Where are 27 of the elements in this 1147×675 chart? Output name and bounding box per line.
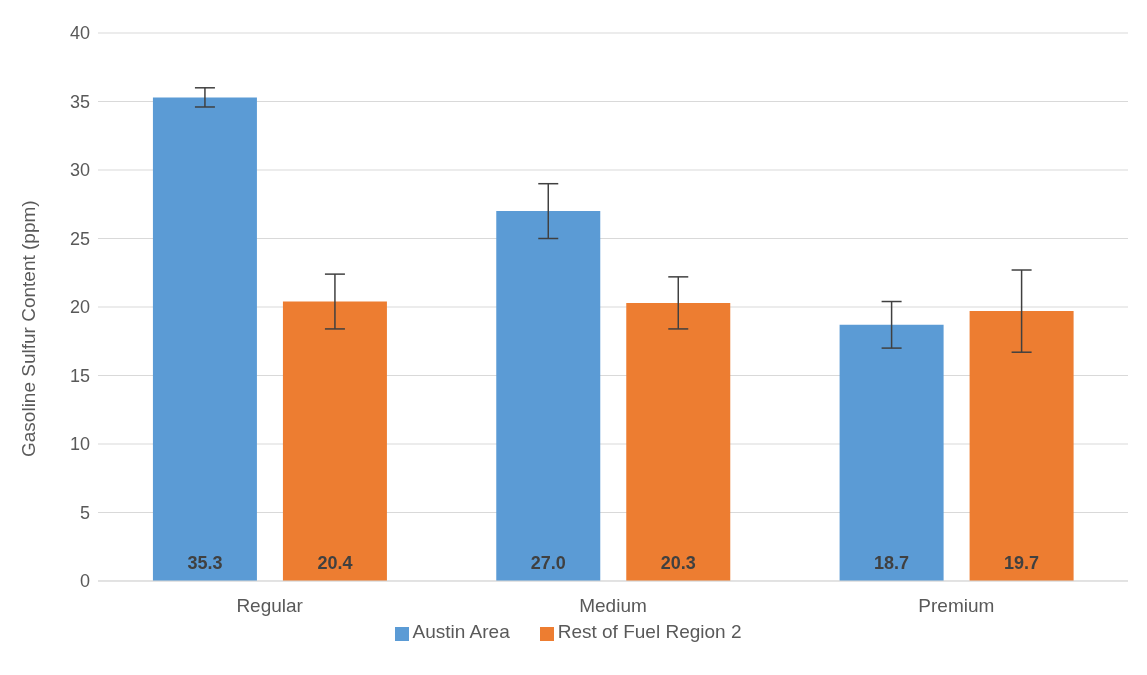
x-tick-label: Regular [236, 595, 304, 617]
bar [969, 311, 1074, 581]
y-tick-label: 40 [69, 23, 90, 44]
bar [152, 97, 257, 581]
data-label: 20.4 [317, 553, 353, 573]
bar [839, 324, 944, 581]
y-tick-label: 30 [69, 160, 90, 181]
y-tick-label: 25 [69, 228, 90, 249]
y-tick-label: 5 [79, 502, 90, 523]
bar [496, 211, 601, 581]
data-label: 19.7 [1004, 553, 1040, 573]
data-label: 18.7 [874, 553, 910, 573]
y-tick-label: 0 [79, 571, 90, 592]
y-tick-label: 35 [69, 91, 90, 112]
bar [282, 301, 387, 581]
data-label: 35.3 [187, 553, 223, 573]
legend-label: Rest of Fuel Region 2 [557, 621, 742, 642]
y-axis-title: Gasoline Sulfur Content (ppm) [17, 200, 39, 457]
data-label: 20.3 [660, 553, 696, 573]
bar [626, 302, 731, 581]
x-tick-label: Premium [918, 595, 995, 617]
y-tick-label: 15 [69, 365, 90, 386]
legend-label: Austin Area [412, 621, 510, 642]
x-tick-label: Medium [579, 595, 647, 617]
y-tick-label: 10 [69, 434, 90, 455]
y-tick-label: 20 [69, 297, 90, 318]
data-label: 27.0 [530, 553, 566, 573]
